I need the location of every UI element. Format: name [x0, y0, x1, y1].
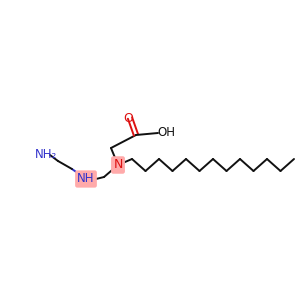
Text: NH₂: NH₂ — [35, 148, 57, 161]
Text: NH: NH — [77, 172, 95, 185]
Text: N: N — [113, 158, 123, 172]
Text: OH: OH — [157, 127, 175, 140]
Text: O: O — [123, 112, 133, 124]
